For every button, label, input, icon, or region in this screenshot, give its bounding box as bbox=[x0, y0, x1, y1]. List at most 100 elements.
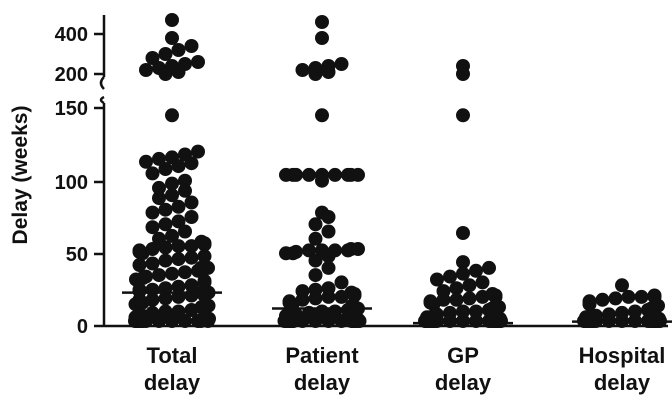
data-point bbox=[158, 47, 173, 61]
median-lines bbox=[122, 291, 672, 325]
category-label-patient: Patient bbox=[285, 343, 359, 368]
data-point bbox=[321, 65, 336, 79]
data-point bbox=[456, 255, 470, 270]
data-point bbox=[171, 252, 186, 267]
data-point bbox=[485, 287, 500, 301]
data-point bbox=[345, 298, 359, 313]
data-point bbox=[315, 31, 329, 45]
data-point bbox=[165, 176, 179, 191]
data-point bbox=[430, 272, 444, 287]
data-points bbox=[128, 13, 667, 328]
data-point bbox=[184, 39, 199, 53]
data-point bbox=[321, 224, 336, 239]
x-category-labels: Total delay Patient delay GP delay Hospi… bbox=[144, 343, 666, 395]
data-point bbox=[449, 292, 464, 307]
data-point bbox=[171, 279, 186, 294]
data-point bbox=[165, 314, 179, 328]
data-point bbox=[158, 67, 173, 81]
data-point bbox=[289, 244, 303, 259]
data-point bbox=[289, 167, 303, 182]
data-point bbox=[139, 269, 153, 284]
data-point bbox=[443, 269, 457, 284]
data-point bbox=[171, 43, 186, 57]
data-point bbox=[145, 292, 160, 307]
category-label-gp: GP bbox=[447, 343, 479, 368]
category-label-total-line2: delay bbox=[144, 370, 201, 395]
data-point bbox=[197, 273, 212, 288]
data-point bbox=[158, 162, 173, 176]
y-tick-labels: 0 50 100 150 200 400 bbox=[55, 24, 88, 338]
data-point bbox=[184, 195, 199, 210]
data-point bbox=[634, 289, 649, 304]
data-point bbox=[315, 173, 329, 188]
data-point bbox=[158, 291, 173, 306]
data-point bbox=[489, 298, 503, 313]
data-point bbox=[649, 311, 663, 326]
data-point bbox=[165, 188, 179, 203]
data-point bbox=[308, 291, 323, 306]
category-label-hospital-line2: delay bbox=[594, 370, 651, 395]
data-point bbox=[456, 108, 470, 123]
data-point bbox=[139, 154, 153, 169]
data-point bbox=[145, 166, 160, 181]
data-point bbox=[145, 205, 160, 220]
data-point bbox=[469, 314, 483, 328]
data-point bbox=[132, 243, 147, 258]
data-point bbox=[165, 266, 179, 281]
data-point bbox=[321, 289, 336, 304]
data-point bbox=[308, 217, 323, 232]
y-ticks bbox=[94, 32, 104, 328]
data-point bbox=[178, 173, 192, 188]
y-tick-label-150: 150 bbox=[55, 98, 88, 120]
y-tick-label-50: 50 bbox=[66, 244, 88, 266]
data-point bbox=[295, 63, 310, 77]
data-point bbox=[456, 67, 470, 81]
data-point bbox=[171, 239, 186, 254]
data-point bbox=[302, 243, 316, 258]
data-point bbox=[152, 180, 166, 195]
data-point bbox=[462, 278, 477, 293]
data-point bbox=[456, 226, 470, 240]
data-point bbox=[145, 51, 160, 65]
data-point bbox=[184, 156, 199, 171]
data-point bbox=[191, 144, 205, 159]
data-point bbox=[295, 292, 310, 307]
data-point bbox=[351, 242, 365, 256]
data-point bbox=[152, 151, 166, 166]
category-label-total: Total bbox=[147, 343, 198, 368]
data-point bbox=[165, 31, 179, 45]
data-point bbox=[191, 55, 205, 69]
y-tick-label-200: 200 bbox=[55, 64, 88, 86]
data-point bbox=[152, 314, 166, 328]
y-tick-label-0: 0 bbox=[77, 316, 88, 338]
data-point bbox=[178, 183, 192, 198]
data-point bbox=[158, 202, 173, 217]
data-point bbox=[152, 191, 166, 206]
data-point bbox=[139, 63, 153, 77]
y-tick-label-100: 100 bbox=[55, 172, 88, 194]
data-point bbox=[165, 13, 179, 27]
data-point bbox=[315, 108, 329, 123]
data-point bbox=[282, 294, 297, 309]
data-point bbox=[456, 266, 470, 281]
category-label-gp-line2: delay bbox=[435, 370, 492, 395]
data-point bbox=[462, 291, 477, 306]
data-point bbox=[321, 260, 336, 275]
data-point bbox=[621, 289, 636, 304]
data-point bbox=[308, 314, 323, 328]
data-point bbox=[308, 253, 323, 268]
data-point bbox=[184, 278, 199, 293]
data-point bbox=[308, 268, 323, 283]
data-point bbox=[132, 292, 147, 307]
data-point bbox=[595, 292, 610, 307]
data-point bbox=[321, 210, 336, 224]
data-point bbox=[328, 167, 342, 182]
data-point bbox=[178, 265, 192, 280]
data-point bbox=[184, 250, 199, 265]
data-point bbox=[308, 231, 323, 246]
data-point bbox=[308, 67, 323, 81]
y-axis-break-mark bbox=[99, 95, 105, 105]
data-point bbox=[456, 314, 470, 328]
data-point bbox=[321, 314, 336, 328]
